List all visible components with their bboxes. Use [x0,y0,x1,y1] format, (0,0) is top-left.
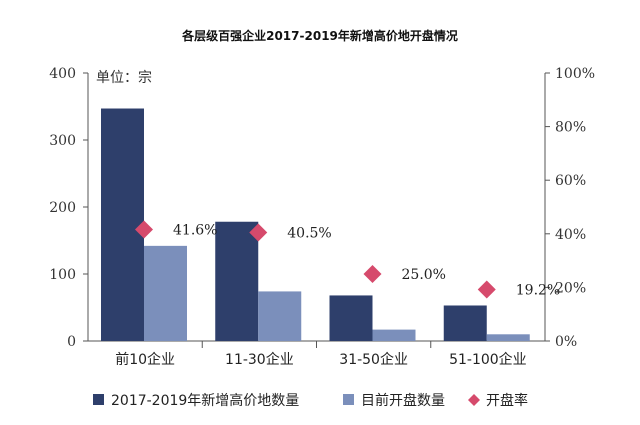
rate-marker [477,280,496,299]
right-tick-label: 40% [555,227,586,243]
category-label: 前10企业 [115,351,175,368]
legend-label: 2017-2019年新增高价地数量 [111,392,299,409]
bar [372,329,416,341]
bar [144,245,187,341]
right-tick-label: 0% [555,334,577,350]
legend-label: 目前开盘数量 [361,392,445,409]
left-tick-label: 200 [49,200,76,216]
category-label: 11-30企业 [225,351,294,368]
legend: 2017-2019年新增高价地数量 目前开盘数量 开盘率 [93,392,528,409]
right-tick-label: 100% [555,66,595,82]
bar [258,291,302,341]
left-tick-label: 100 [49,267,76,283]
bar [443,305,487,341]
category-label: 31-50企业 [339,351,408,368]
rate-marker [135,220,153,239]
legend-swatch [468,394,480,406]
right-tick-label: 60% [555,173,586,189]
bar [486,334,530,341]
rate-data-label: 25.0% [402,267,446,283]
left-tick-label: 400 [49,66,76,82]
rate-data-label: 19.2% [516,283,560,299]
right-tick-label: 80% [555,120,586,136]
rate-markers [135,220,496,299]
legend-label: 开盘率 [486,392,528,409]
bar [329,295,373,341]
rate-marker [249,223,268,242]
axes: 0 100 200 300 400 0% 20% 40% 60% 80% 100% 前10企业 11-3… [49,66,595,368]
bar [101,108,144,341]
unit-label: 单位：宗 [96,70,152,86]
legend-swatch [343,394,354,405]
bar [215,221,259,341]
labels: 单位：宗 41.6% 40.5% 25.0% 19.2% [96,70,560,299]
legend-swatch [93,394,104,405]
rate-marker [363,265,382,283]
right-tick-label: 20% [555,280,586,296]
left-tick-label: 0 [67,334,76,350]
rate-data-label: 40.5% [287,225,331,241]
left-tick-label: 300 [49,133,76,149]
rate-data-label: 41.6% [173,223,217,239]
chart-title: 各层级百强企业2017-2019年新增高价地开盘情况 [182,29,458,43]
bars [101,108,530,341]
category-label: 51-100企业 [449,351,527,368]
